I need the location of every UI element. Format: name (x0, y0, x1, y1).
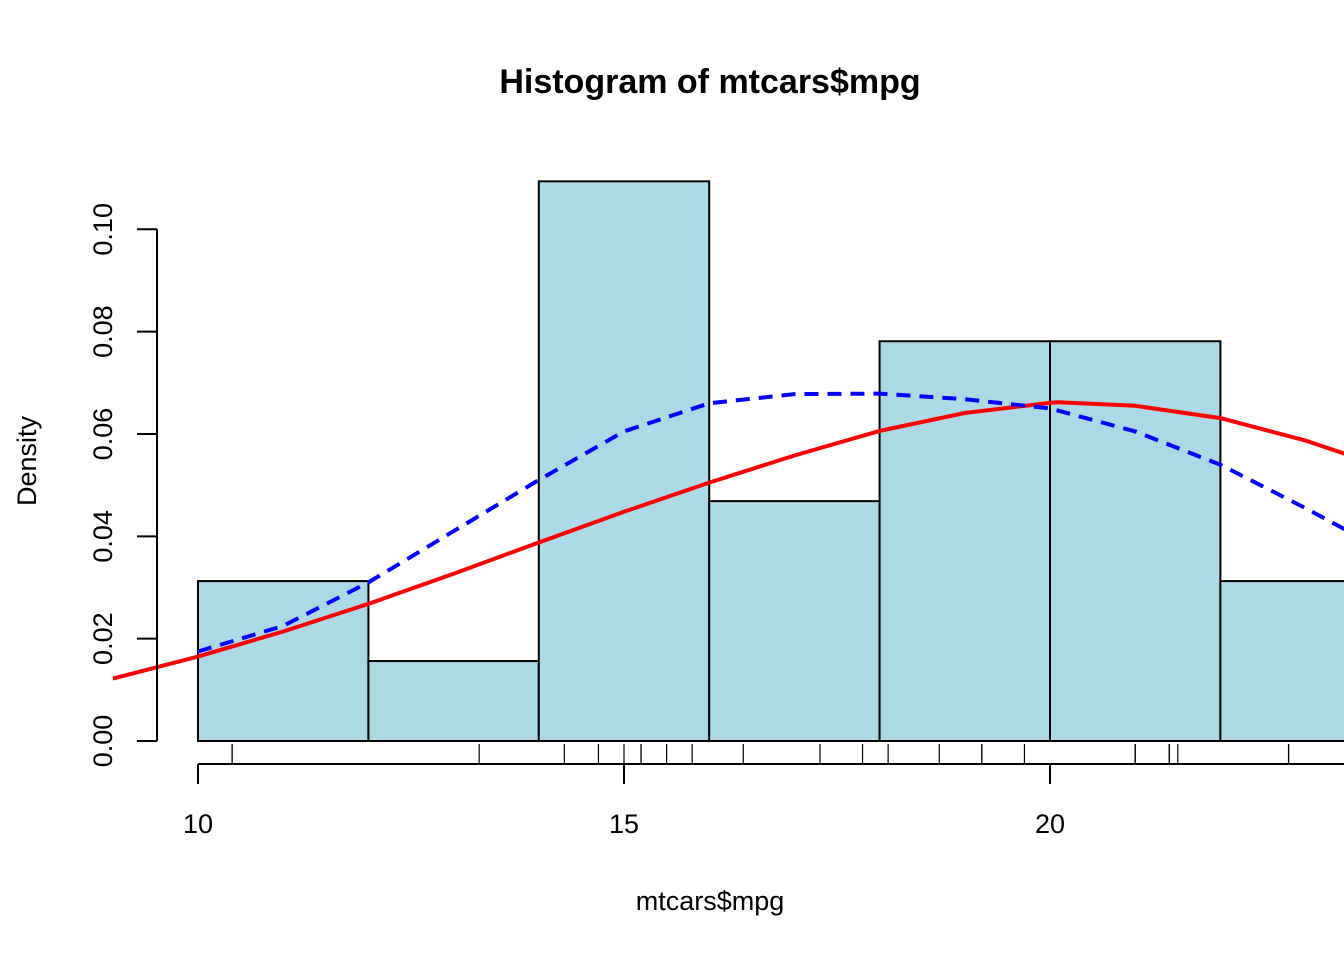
histogram-bar (1219, 580, 1344, 742)
y-axis: 0.00 0.02 0.04 0.06 0.08 0.10 (88, 203, 158, 768)
histogram-bar (1049, 340, 1222, 742)
x-axis-label: mtcars$mpg (636, 886, 785, 916)
density-curves (112, 391, 1344, 681)
y-tick-label: 0.00 (88, 715, 118, 768)
x-tick-label: 10 (183, 809, 213, 839)
histogram-bar (197, 580, 370, 742)
x-axis: 1015202530 (183, 763, 1344, 839)
y-axis-label: Density (12, 415, 42, 506)
y-tick-label: 0.08 (88, 305, 118, 358)
histogram-bar (537, 180, 711, 742)
histogram-bar (708, 500, 881, 742)
kernel-density-curve (197, 391, 1344, 654)
y-tick-label: 0.02 (88, 612, 118, 665)
histogram-bar (878, 340, 1051, 742)
y-tick-label: 0.10 (88, 203, 118, 256)
y-tick-label: 0.04 (88, 510, 118, 563)
x-tick-label: 15 (609, 809, 639, 839)
y-tick-label: 0.06 (88, 408, 118, 461)
histogram-bar (367, 660, 540, 742)
histogram-bars (197, 180, 1344, 742)
rug-marks (231, 744, 1290, 763)
normal-density-curve (112, 400, 1344, 681)
x-tick-label: 20 (1035, 809, 1065, 839)
chart-title: Histogram of mtcars$mpg (499, 63, 920, 101)
